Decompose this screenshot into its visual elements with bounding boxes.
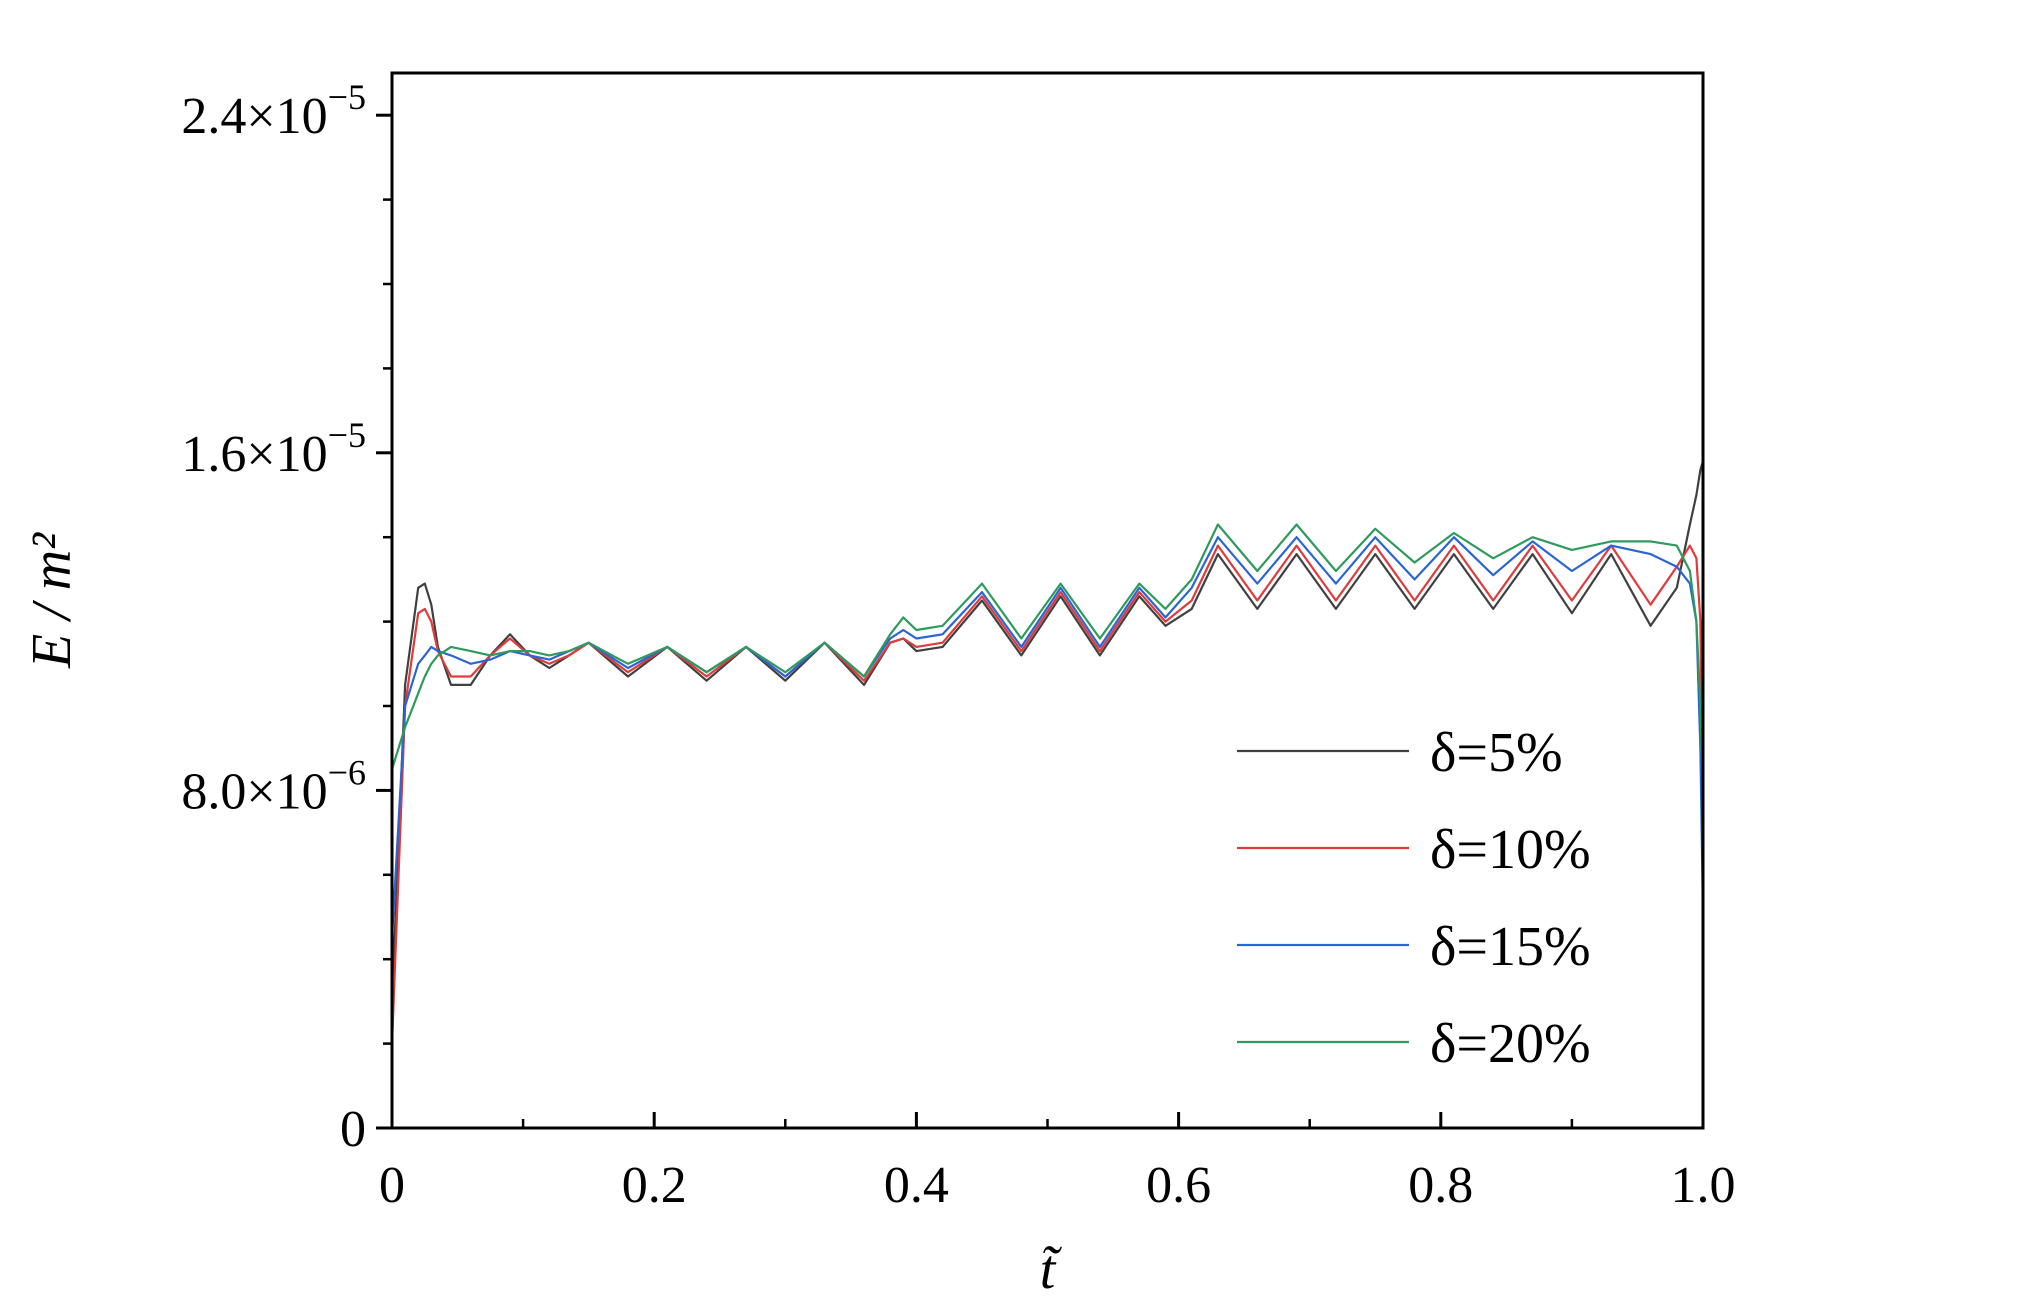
y-axis-title: E / m² [21, 532, 83, 669]
legend: δ=5% δ=10% δ=15% δ=20% [1237, 722, 1591, 1075]
y-tick-label: 1.6×10−5 [181, 415, 366, 483]
series-line-3 [390, 536, 1705, 939]
legend-label-4: δ=20% [1430, 1013, 1591, 1075]
x-tick-label: 1.0 [1671, 1157, 1736, 1214]
x-tick-label: 0.4 [884, 1157, 949, 1214]
y-tick-label: 0 [340, 1101, 366, 1158]
x-tick-label: 0 [379, 1157, 405, 1214]
y-tick-label: 8.0×10−6 [181, 752, 366, 820]
ticks-layer: 0 0.2 0.4 0.6 0.8 1.0 0 8.0×10−6 1.6×10−5 2.4×10−… [181, 77, 1735, 1214]
x-tick-label: 0.8 [1408, 1157, 1473, 1214]
y-tick-label: 2.4×10−5 [181, 77, 366, 145]
x-tick-label: 0.2 [622, 1157, 687, 1214]
legend-label-1: δ=5% [1430, 722, 1563, 784]
x-tick-label: 0.6 [1146, 1157, 1211, 1214]
series-line-4 [390, 523, 1705, 791]
legend-label-2: δ=10% [1430, 819, 1591, 881]
legend-label-3: δ=15% [1430, 916, 1591, 978]
series-layer [390, 460, 1705, 1044]
